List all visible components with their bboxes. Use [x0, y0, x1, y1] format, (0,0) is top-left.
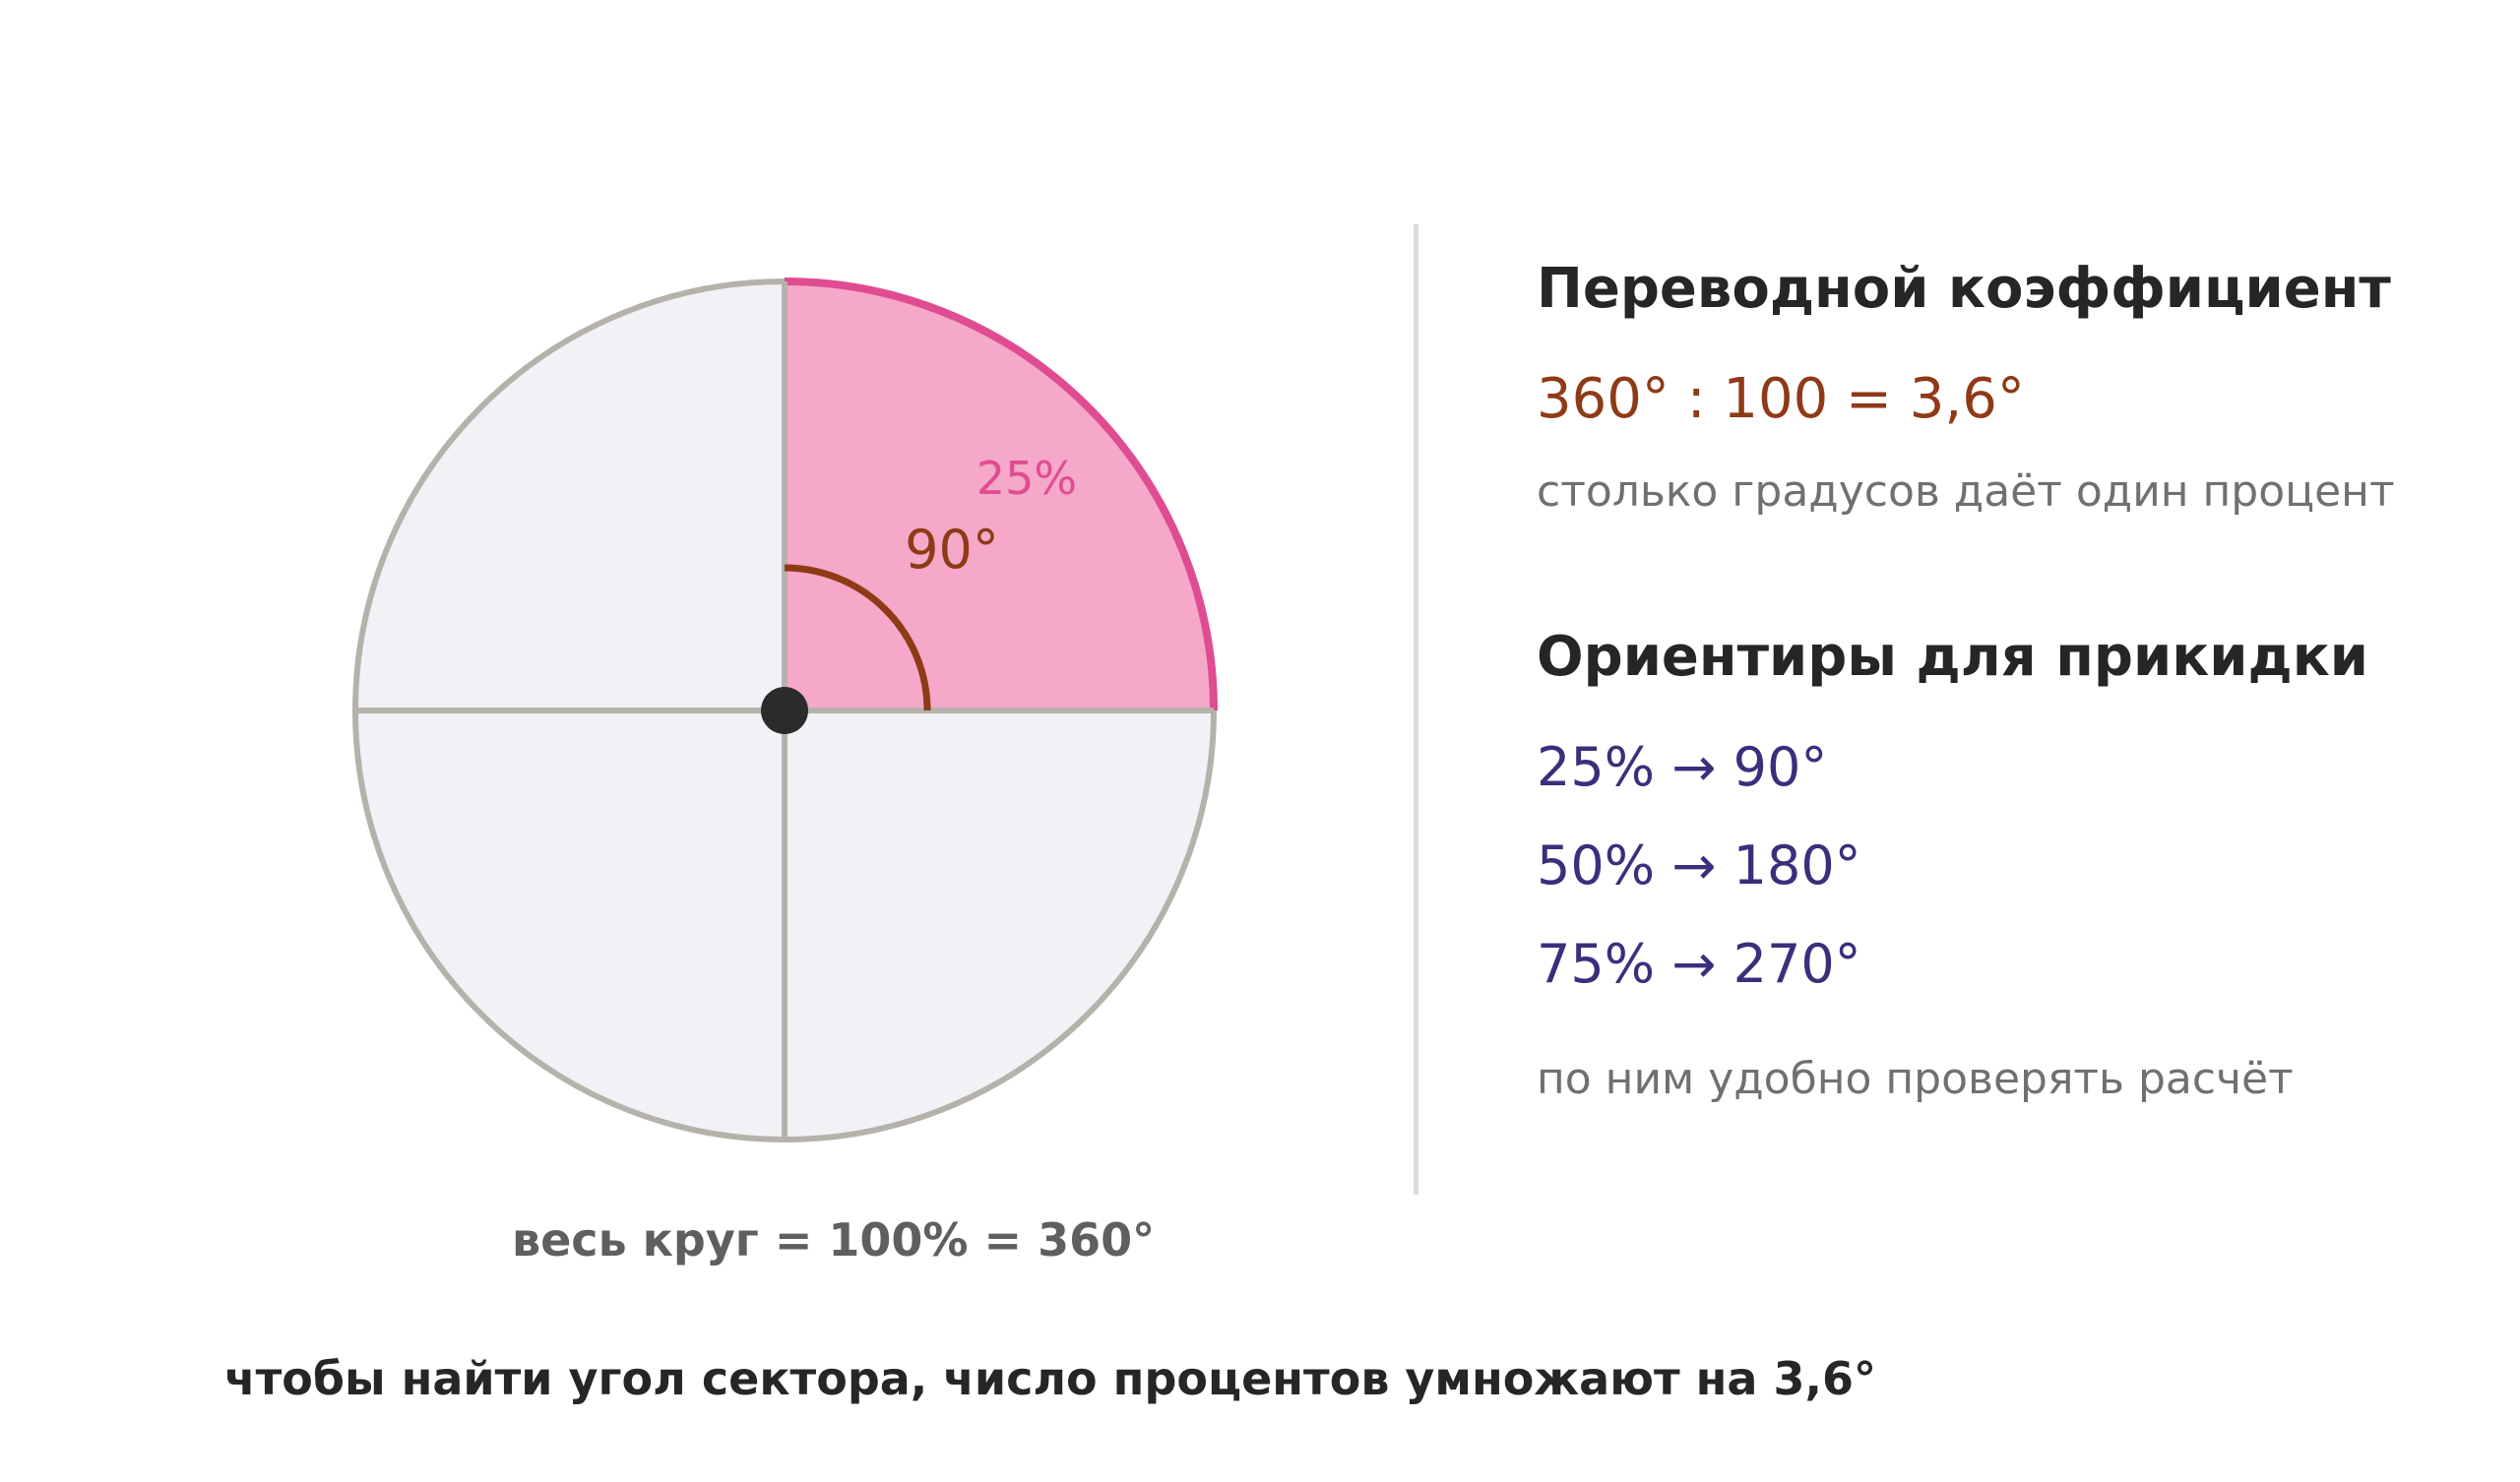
sector-angle-label: 90° — [905, 519, 999, 581]
diagram-caption: весь круг = 100% = 360° — [512, 1213, 1156, 1266]
sector-arc — [784, 278, 1218, 711]
benchmarks-note: по ним удобно проверять расчёт — [1537, 1054, 2294, 1104]
benchmark-item: 25% → 90° — [1537, 736, 1828, 798]
coefficient-note: столько градусов даёт один процент — [1537, 466, 2395, 517]
sector-percent-label: 25% — [976, 452, 1077, 505]
coefficient-heading: Переводной коэффициент — [1537, 257, 2391, 321]
highlighted-sector — [785, 281, 1214, 710]
divider — [1414, 224, 1418, 1195]
angle-arc — [784, 564, 931, 711]
conclusion-text: чтобы найти угол сектора, число проценто… — [224, 1352, 1876, 1405]
center-dot — [761, 687, 808, 734]
benchmark-item: 50% → 180° — [1537, 834, 1861, 896]
coefficient-formula: 360° : 100 = 3,6° — [1537, 367, 2025, 431]
benchmark-item: 75% → 270° — [1537, 933, 1861, 995]
benchmarks-heading: Ориентиры для прикидки — [1537, 625, 2368, 689]
